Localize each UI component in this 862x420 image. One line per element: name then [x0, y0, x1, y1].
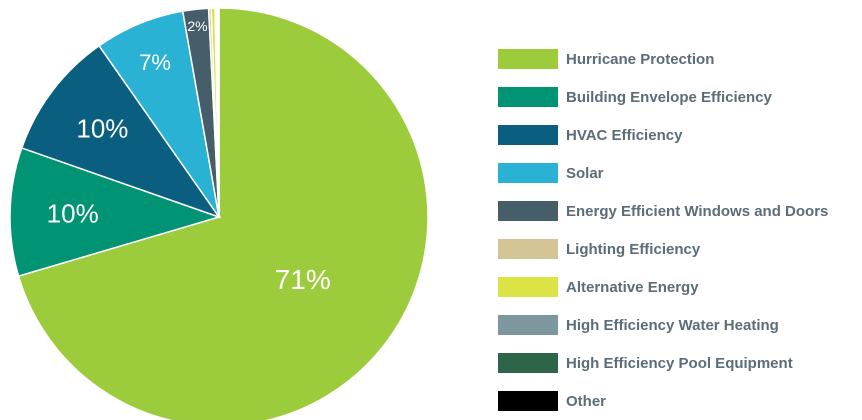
legend-swatch: [498, 239, 558, 259]
legend-swatch: [498, 125, 558, 145]
legend-label: HVAC Efficiency: [566, 126, 683, 144]
legend-item: Lighting Efficiency: [498, 230, 828, 268]
legend-label: Other: [566, 392, 607, 410]
legend-item: HVAC Efficiency: [498, 116, 828, 154]
legend-item: Alternative Energy: [498, 268, 828, 306]
pie-slice-labels: 71% 10% 10% 7% 2%: [47, 18, 331, 295]
legend-item: Solar: [498, 154, 828, 192]
legend-label: High Efficiency Water Heating: [566, 316, 779, 334]
pie-slices: [9, 7, 429, 420]
pie-slice-3: [20, 44, 221, 219]
legend: Hurricane Protection Building Envelope Ef…: [498, 40, 828, 420]
pie-slice-1: [17, 7, 429, 420]
legend-label: High Efficiency Pool Equipment: [566, 354, 793, 372]
legend-label: Lighting Efficiency: [566, 240, 701, 258]
legend-label: Building Envelope Efficiency: [566, 88, 772, 106]
legend-swatch: [498, 353, 558, 373]
legend-item: Building Envelope Efficiency: [498, 78, 828, 116]
legend-swatch: [498, 391, 558, 411]
pie-slice-label-1: 71%: [275, 264, 331, 295]
legend-swatch: [498, 163, 558, 183]
pie-slice-label-3: 10%: [76, 114, 128, 144]
legend-swatch: [498, 277, 558, 297]
pie-slice-label-4: 7%: [139, 50, 171, 75]
legend-item: Hurricane Protection: [498, 40, 828, 78]
legend-label: Alternative Energy: [566, 278, 699, 296]
legend-item: High Efficiency Pool Equipment: [498, 344, 828, 382]
legend-label: Energy Efficient Windows and Doors: [566, 202, 829, 220]
legend-label: Hurricane Protection: [566, 50, 715, 68]
pie-slice-10: [216, 7, 220, 218]
pie-slice-label-2: 10%: [47, 198, 99, 228]
pie-slice-label-5: 2%: [187, 18, 207, 34]
pie-slice-2: [9, 147, 222, 278]
legend-label: Solar: [566, 164, 604, 182]
legend-item: Other: [498, 382, 828, 420]
legend-item: Energy Efficient Windows and Doors: [498, 192, 828, 230]
legend-swatch: [498, 87, 558, 107]
legend-swatch: [498, 315, 558, 335]
legend-item: High Efficiency Water Heating: [498, 306, 828, 344]
legend-swatch: [498, 201, 558, 221]
legend-swatch: [498, 49, 558, 69]
